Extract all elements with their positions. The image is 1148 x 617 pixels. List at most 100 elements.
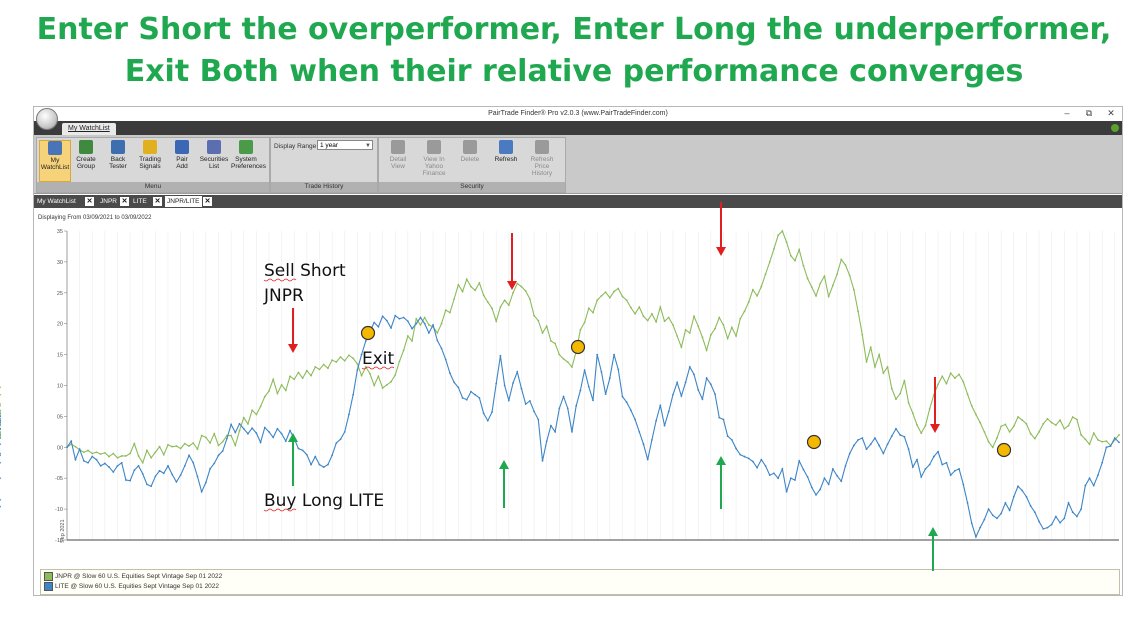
data-point-jnpr	[520, 285, 523, 288]
data-point-lite	[932, 455, 935, 458]
doc-tab-jnpr[interactable]: JNPR	[100, 198, 117, 205]
data-point-jnpr	[137, 455, 140, 457]
delete-button[interactable]: Delete	[453, 140, 487, 180]
data-point-jnpr	[99, 453, 102, 455]
data-point-lite	[0, 412, 1, 415]
data-point-lite	[70, 440, 73, 443]
data-point-lite	[150, 485, 153, 488]
system-preferences-button[interactable]: System Preferences	[231, 140, 266, 180]
data-point-jnpr	[739, 317, 742, 320]
data-point-jnpr	[558, 353, 561, 356]
refresh-price-history-button[interactable]: Refresh Price History	[525, 140, 559, 180]
back-tester-button[interactable]: Back Tester	[103, 140, 133, 180]
app-orb-icon[interactable]	[36, 108, 58, 130]
close-tab-icon[interactable]: ✕	[85, 197, 94, 206]
data-point-lite	[709, 383, 712, 386]
data-point-lite	[0, 477, 1, 480]
data-point-lite	[179, 474, 182, 477]
data-point-jnpr	[440, 322, 443, 325]
data-point-jnpr	[276, 392, 279, 395]
ribbon-tab-my-watchlist[interactable]: My WatchList	[62, 123, 116, 135]
data-point-jnpr	[297, 371, 300, 374]
data-point-jnpr	[482, 294, 485, 297]
close-tab-icon[interactable]: ✕	[203, 197, 212, 206]
data-point-lite	[373, 321, 376, 324]
data-point-lite	[470, 390, 472, 393]
data-point-jnpr	[1092, 432, 1095, 434]
watchlist-button[interactable]: My WatchList	[39, 140, 71, 182]
data-point-lite	[276, 427, 279, 430]
doc-tab-lite[interactable]: LITE	[133, 198, 147, 205]
doc-tab-my-watchlist[interactable]: My WatchList	[37, 198, 76, 205]
detail-view-button[interactable]: Detail View	[381, 140, 415, 180]
data-point-lite	[406, 320, 409, 323]
data-point-lite	[667, 410, 670, 413]
data-point-lite	[928, 463, 931, 466]
data-point-jnpr	[1021, 419, 1024, 422]
trading-signals-button[interactable]: Trading Signals	[135, 140, 165, 180]
data-point-lite	[0, 421, 1, 424]
data-point-lite	[545, 440, 548, 443]
data-point-jnpr	[903, 379, 906, 382]
data-point-lite	[78, 448, 81, 451]
pair-add-button[interactable]: Pair Add	[167, 140, 197, 180]
securities-list-button[interactable]: Securities List	[199, 140, 229, 180]
doc-tab-jnpr-lite[interactable]: JNPR/LITE	[165, 196, 202, 207]
data-point-jnpr	[823, 275, 826, 278]
button-label-line-1: Detail	[389, 156, 407, 163]
yahoo-finance-button[interactable]: View In Yahoo Finance	[417, 140, 451, 180]
data-point-jnpr	[251, 409, 254, 412]
data-point-jnpr	[453, 298, 456, 300]
data-point-jnpr	[289, 375, 291, 378]
data-point-jnpr	[1101, 440, 1104, 443]
data-point-jnpr	[192, 442, 195, 444]
data-point-jnpr	[651, 312, 653, 315]
close-button[interactable]: ✕	[1107, 108, 1115, 118]
button-label-line-1: Trading	[139, 156, 161, 163]
legend-item-jnpr: JNPR @ Slow 60 U.S. Equities Sept Vintag…	[44, 572, 222, 581]
data-point-jnpr	[714, 327, 716, 330]
data-point-jnpr	[987, 440, 990, 443]
data-point-lite	[684, 381, 687, 384]
data-point-jnpr	[343, 359, 346, 362]
data-point-jnpr	[183, 442, 186, 445]
data-point-lite	[87, 461, 89, 464]
data-point-jnpr	[865, 361, 868, 363]
button-label-line-1: Delete	[460, 156, 480, 163]
data-point-lite	[120, 461, 123, 464]
data-point-lite	[230, 423, 233, 426]
data-point-lite	[962, 483, 965, 486]
data-point-jnpr	[474, 289, 477, 292]
data-point-lite	[402, 316, 405, 319]
maximize-button[interactable]: ⧉	[1085, 108, 1093, 118]
data-point-lite	[537, 418, 540, 421]
data-point-jnpr	[735, 335, 737, 337]
help-icon[interactable]	[1111, 124, 1119, 132]
data-point-lite	[192, 461, 195, 464]
sell-short-ticker-label: JNPR	[263, 286, 304, 306]
data-point-lite	[520, 387, 523, 390]
data-point-lite	[66, 446, 68, 449]
close-tab-icon[interactable]: ✕	[120, 197, 129, 206]
data-point-jnpr	[869, 346, 872, 349]
close-tab-icon[interactable]: ✕	[153, 197, 162, 206]
data-point-jnpr	[200, 434, 203, 437]
data-point-jnpr	[533, 314, 535, 317]
data-point-jnpr	[831, 284, 834, 287]
data-point-lite	[958, 468, 960, 470]
button-label-line-2: History	[531, 170, 553, 177]
create-group-button[interactable]: Create Group	[71, 140, 101, 180]
data-point-lite	[916, 458, 918, 461]
refresh-button[interactable]: Refresh	[489, 140, 523, 180]
display-range-select[interactable]: 1 year ▼	[317, 140, 373, 150]
data-point-jnpr	[592, 311, 594, 314]
data-point-lite	[714, 393, 716, 396]
data-point-lite	[141, 472, 144, 475]
data-point-jnpr	[629, 306, 632, 309]
data-point-jnpr	[1080, 434, 1083, 436]
data-point-lite	[886, 443, 889, 446]
data-point-lite	[890, 435, 893, 438]
data-point-lite	[777, 477, 780, 480]
data-point-lite	[869, 443, 872, 446]
minimize-button[interactable]: –	[1064, 108, 1070, 118]
